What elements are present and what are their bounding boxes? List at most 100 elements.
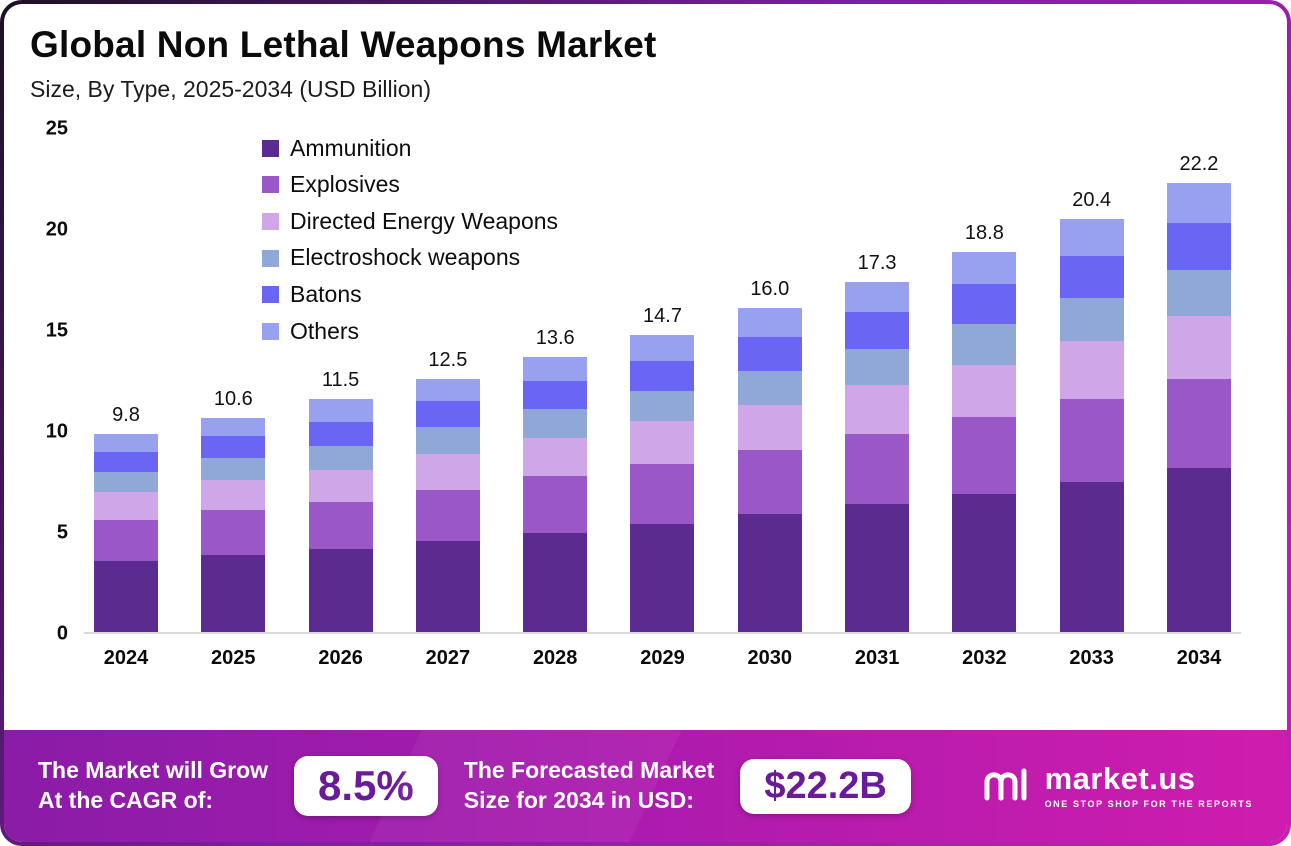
bar-segment-electroshock-weapons	[415, 427, 480, 454]
bar-total-label: 12.5	[428, 348, 468, 371]
bar-segment-others	[630, 334, 695, 361]
bar-segment-directed-energy-weapons	[737, 405, 802, 450]
bar-segment-directed-energy-weapons	[1059, 340, 1124, 400]
bar-segment-batons	[308, 421, 373, 446]
y-tick-label: 0	[56, 622, 68, 645]
bar-group-2033: 20.4 2033	[1059, 129, 1124, 669]
x-axis-label: 2032	[962, 646, 1007, 669]
bar-segment-explosives	[737, 449, 802, 515]
cagr-value-badge: 8.5%	[294, 756, 438, 816]
x-axis-label: 2030	[747, 646, 793, 669]
bar-segment-ammunition	[737, 514, 802, 632]
brand-logo: market.us ONE STOP SHOP FOR THE REPORTS	[981, 763, 1253, 809]
forecast-text: The Forecasted Market Size for 2034 in U…	[464, 756, 715, 816]
forecast-text-line2: Size for 2034 in USD:	[463, 787, 694, 813]
bar-segment-directed-energy-weapons	[952, 364, 1017, 418]
bar-segment-others	[845, 281, 910, 313]
bar-segment-batons	[1166, 223, 1231, 270]
brand-name: market.us	[1044, 761, 1196, 796]
legend-label: Others	[290, 317, 360, 344]
legend-item: Electroshock weapons	[262, 244, 558, 272]
bar-group-2032: 18.8 2032	[952, 129, 1017, 669]
bar-segment-electroshock-weapons	[1166, 269, 1231, 317]
bar-stack	[1059, 219, 1124, 632]
x-axis-label: 2024	[103, 646, 149, 669]
legend-swatch-icon	[262, 139, 279, 157]
y-axis: 25 20 15 10 5 0	[22, 117, 84, 644]
chart-legend: Ammunition Explosives Directed Energy Weap…	[262, 135, 558, 346]
bar-stack	[201, 417, 266, 632]
bar-segment-explosives	[415, 490, 480, 541]
bar-segment-directed-energy-weapons	[630, 421, 695, 464]
legend-label: Ammunition	[290, 134, 412, 161]
bar-segment-ammunition	[1166, 467, 1231, 632]
bar-segment-electroshock-weapons	[523, 409, 588, 438]
bar-stack	[845, 281, 910, 632]
bar-segment-ammunition	[952, 494, 1017, 632]
bar-segment-electroshock-weapons	[845, 348, 910, 386]
bar-segment-explosives	[952, 417, 1017, 495]
bar-segment-directed-energy-weapons	[1166, 316, 1231, 380]
bar-group-2027: 12.5 2027	[415, 129, 480, 669]
legend-label: Electroshock weapons	[290, 244, 521, 271]
bar-total-label: 10.6	[213, 387, 253, 410]
legend-item: Ammunition	[262, 135, 558, 163]
bar-segment-batons	[415, 401, 480, 428]
bar-segment-explosives	[308, 502, 373, 549]
x-axis-label: 2034	[1176, 646, 1222, 669]
bar-total-label: 13.6	[535, 326, 575, 349]
legend-item: Explosives	[262, 171, 558, 199]
bar-group-2026: 11.5 2026	[308, 129, 373, 669]
bar-stack	[630, 334, 695, 632]
bar-segment-explosives	[630, 463, 695, 525]
bar-total-label: 22.2	[1179, 153, 1219, 176]
bar-segment-explosives	[1059, 399, 1124, 483]
x-axis-label: 2029	[640, 646, 685, 669]
bar-total-label: 18.8	[964, 221, 1004, 244]
cagr-text: The Market will Grow At the CAGR of:	[38, 756, 268, 816]
plot-area: Ammunition Explosives Directed Energy Weap…	[84, 129, 1241, 669]
x-axis-label: 2028	[532, 646, 578, 669]
bar-segment-batons	[952, 284, 1017, 325]
bar-segment-others	[201, 417, 266, 436]
bar-group-2025: 10.6 2025	[201, 129, 266, 669]
footer-banner: The Market will Grow At the CAGR of: 8.5…	[4, 730, 1287, 842]
legend-swatch-icon	[262, 176, 279, 194]
bar-segment-others	[415, 378, 480, 402]
bar-segment-electroshock-weapons	[1059, 298, 1124, 341]
bar-segment-electroshock-weapons	[308, 445, 373, 470]
legend-label: Explosives	[290, 171, 400, 198]
bar-segment-directed-energy-weapons	[94, 492, 158, 521]
bar-segment-batons	[630, 360, 695, 392]
header: Global Non Lethal Weapons Market Size, B…	[4, 4, 1287, 103]
bar-segment-others	[1059, 219, 1124, 256]
marketus-logo-icon	[981, 764, 1033, 809]
bar-segment-others	[94, 433, 158, 452]
bar-segment-directed-energy-weapons	[415, 453, 480, 491]
bar-segment-ammunition	[845, 504, 910, 632]
bar-segment-batons	[1059, 255, 1124, 299]
bar-segment-batons	[94, 451, 158, 472]
bar-total-label: 14.7	[643, 304, 682, 327]
cagr-text-line1: The Market will Grow	[38, 757, 269, 784]
y-tick-label: 15	[45, 319, 68, 342]
legend-swatch-icon	[262, 249, 279, 267]
bar-segment-ammunition	[415, 540, 480, 632]
legend-label: Batons	[290, 280, 362, 307]
bar-segment-batons	[845, 312, 910, 349]
bar-total-label: 20.4	[1072, 189, 1112, 212]
bar-segment-electroshock-weapons	[952, 324, 1017, 365]
bar-segment-directed-energy-weapons	[308, 469, 373, 503]
bar-stack	[415, 378, 480, 632]
infographic: Global Non Lethal Weapons Market Size, B…	[4, 4, 1287, 842]
legend-item: Batons	[262, 281, 558, 309]
bar-group-2029: 14.7 2029	[630, 129, 695, 669]
bar-segment-directed-energy-weapons	[201, 480, 266, 511]
bar-stack	[1166, 183, 1231, 632]
x-axis-label: 2027	[425, 646, 471, 669]
y-tick-label: 10	[45, 420, 68, 443]
x-axis-label: 2025	[211, 646, 256, 669]
bar-segment-explosives	[94, 520, 158, 561]
bar-segment-ammunition	[94, 560, 158, 632]
page-subtitle: Size, By Type, 2025-2034 (USD Billion)	[30, 75, 431, 102]
